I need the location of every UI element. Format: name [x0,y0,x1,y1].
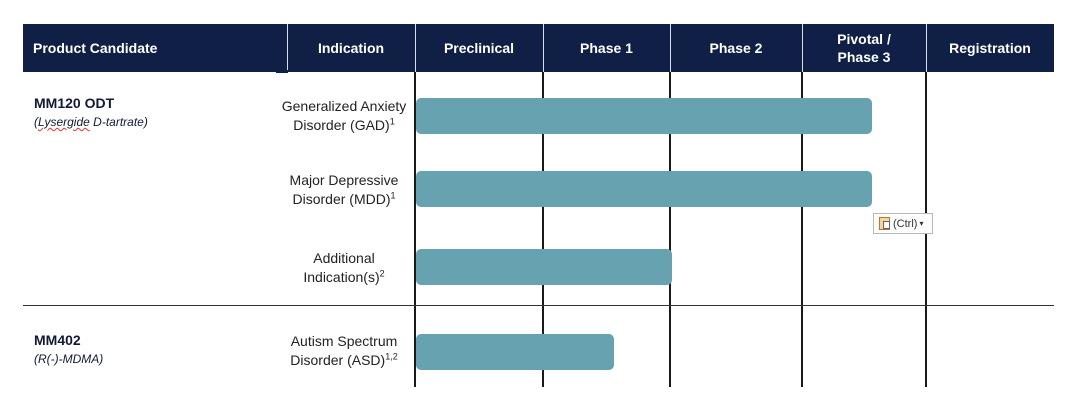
header-registration: Registration [949,40,1031,56]
grid-line-preclinical [414,72,416,387]
header-pivotal-phase3: Pivotal / Phase 3 [837,31,891,65]
header-phase2: Phase 2 [709,40,763,56]
product-compound: (Lysergide D-tartrate) [34,115,148,129]
header-separator [926,24,927,72]
header-phase1: Phase 1 [580,40,633,56]
progress-bar-mdd [416,171,872,207]
chevron-down-icon: ▾ [919,219,924,228]
header-separator [287,24,288,72]
selection-marker [276,70,288,73]
clipboard-icon [879,217,890,230]
header-preclinical: Preclinical [443,40,515,56]
progress-bar-asd [416,334,614,370]
paste-options-button[interactable]: (Ctrl) ▾ [873,213,933,234]
product-compound: (R(-)-MDMA) [34,352,104,366]
grid-line-pivotal [801,72,803,387]
header-indication: Indication [317,40,385,56]
indication-label: Generalized Anxiety Disorder (GAD)1 [281,98,407,133]
progress-bar-gad [416,98,872,134]
paste-options-label: (Ctrl) [893,217,918,230]
pipeline-header [23,24,1054,72]
indication-label: Autism Spectrum Disorder (ASD)1,2 [290,333,398,368]
grid-line-phase1 [542,72,544,387]
header-separator [670,24,671,72]
product-name: MM120 ODT [34,95,115,111]
header-separator [415,24,416,72]
indication-label: Major Depressive Disorder (MDD)1 [289,172,399,207]
spelling-flag: Lysergide [38,115,90,129]
indication-label: Additional Indication(s)2 [303,250,385,285]
product-name: MM402 [34,332,81,348]
header-separator [802,24,803,72]
progress-bar-additional [416,249,672,285]
header-separator [543,24,544,72]
grid-line-phase2 [669,72,671,387]
header-product-candidate: Product Candidate [33,40,158,56]
product-divider [23,305,1054,306]
